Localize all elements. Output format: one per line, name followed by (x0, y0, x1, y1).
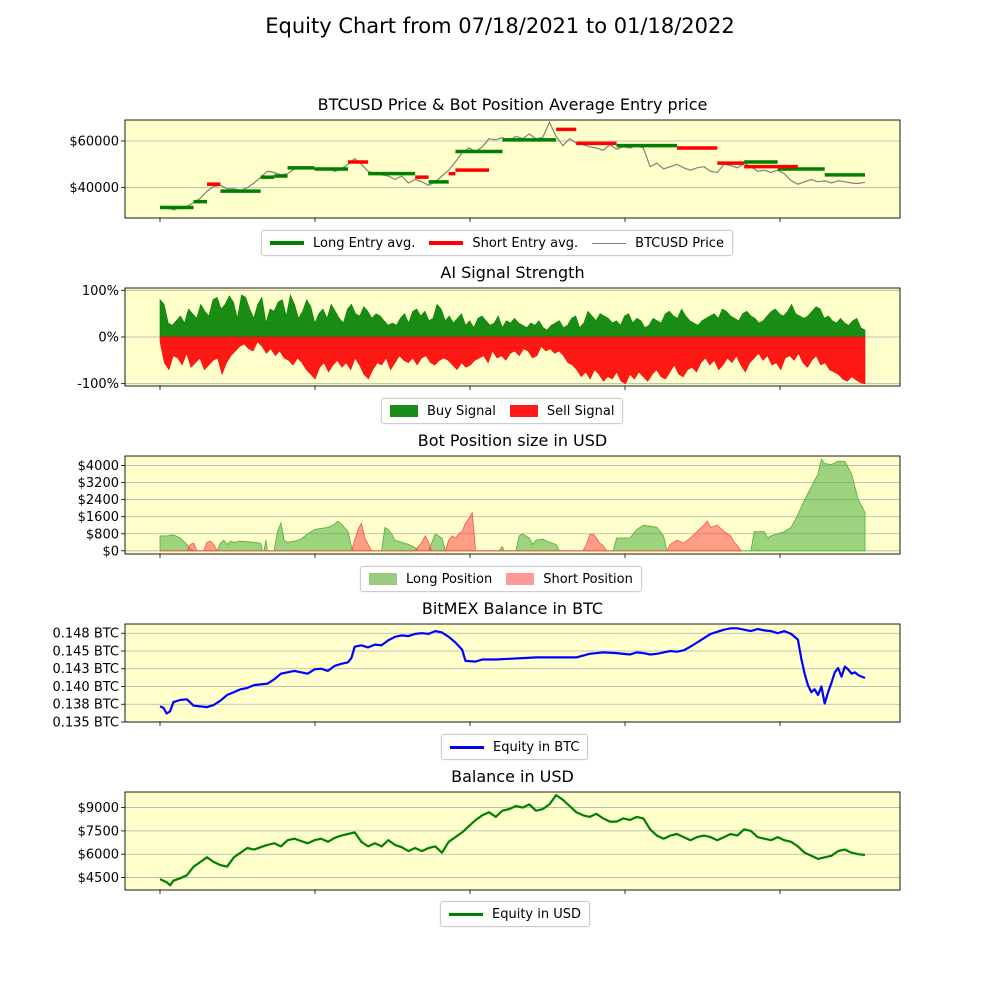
usd-balance-legend: Equity in USD (440, 901, 591, 927)
legend-long-entry-label: Long Entry avg. (313, 235, 416, 251)
equity-btc-line (159, 627, 866, 715)
signal-chart-legend: Buy Signal Sell Signal (381, 398, 624, 424)
y-tick-label: $6000 (78, 848, 119, 863)
legend-equity-usd: Equity in USD (449, 907, 581, 922)
y-tick-label: 0.140 BTC (52, 680, 119, 695)
position-chart-title: Bot Position size in USD (417, 431, 608, 450)
legend-equity-btc-label: Equity in BTC (493, 739, 580, 755)
y-tick-label: 0.135 BTC (52, 716, 119, 731)
long-position-swatch (369, 573, 397, 585)
signal-chart: 100% 0% -100% (77, 284, 901, 392)
equity-usd-swatch (449, 912, 483, 916)
y-tick-label: 100% (82, 284, 119, 299)
signal-chart-title: AI Signal Strength (440, 263, 585, 282)
price-chart-title: BTCUSD Price & Bot Position Average Entr… (317, 95, 708, 114)
usd-balance-chart: $9000 $7500 $6000 $4500 (78, 791, 901, 894)
buy-signal-area (159, 294, 866, 338)
sell-signal-area (159, 336, 866, 385)
position-chart-legend: Long Position Short Position (360, 566, 642, 592)
y-tick-label: 0.138 BTC (52, 698, 119, 713)
legend-sell-label: Sell Signal (546, 403, 615, 419)
equity-usd-line (159, 794, 866, 887)
y-tick-label: 0.148 BTC (52, 627, 119, 642)
plot-frame (124, 623, 901, 723)
y-tick-label: $9000 (78, 801, 119, 816)
price-swatch (592, 242, 627, 244)
y-tick-label: 0.145 BTC (52, 644, 119, 659)
position-chart: $4000 $3200 $2400 $1600 $800 $0 (78, 455, 901, 559)
btc-balance-legend: Equity in BTC (441, 734, 589, 760)
figure-title: Equity Chart from 07/18/2021 to 01/18/20… (265, 14, 735, 38)
legend-short-position-label: Short Position (543, 571, 633, 587)
y-tick-label: $40000 (69, 181, 119, 196)
legend-equity-btc: Equity in BTC (450, 740, 579, 755)
y-tick-label: $800 (86, 527, 119, 542)
price-chart: $40000 $60000 (69, 119, 901, 222)
plot-frame (124, 287, 901, 387)
legend-equity-usd-label: Equity in USD (492, 906, 582, 922)
legend-buy-signal: Buy Signal (390, 404, 496, 419)
y-tick-label: $60000 (69, 135, 119, 150)
y-tick-label: $4000 (78, 459, 119, 474)
y-tick-label: -100% (77, 377, 119, 392)
plot-frame (124, 119, 901, 219)
plot-background (125, 624, 900, 722)
y-tick-label: $0 (102, 544, 119, 559)
legend-long-entry: Long Entry avg. (270, 236, 415, 251)
legend-short-entry-label: Short Entry avg. (472, 235, 579, 251)
sell-swatch (509, 405, 538, 417)
y-tick-label: $3200 (78, 476, 119, 491)
legend-price-label: BTCUSD Price (635, 235, 724, 251)
buy-swatch (390, 405, 418, 417)
legend-long-position-label: Long Position (406, 571, 493, 587)
short-position-area (160, 511, 742, 552)
legend-short-entry: Short Entry avg. (429, 236, 578, 251)
plot-frame (124, 455, 901, 555)
y-tick-label: $4500 (78, 871, 119, 886)
y-tick-label: $1600 (78, 510, 119, 525)
legend-long-position: Long Position (369, 572, 492, 587)
legend-sell-signal: Sell Signal (509, 403, 615, 419)
btc-balance-title: BitMEX Balance in BTC (421, 599, 604, 618)
plot-frame (124, 791, 901, 891)
short-entry-swatch (429, 241, 464, 245)
plot-background (125, 120, 900, 218)
equity-btc-swatch (450, 745, 484, 749)
legend-buy-label: Buy Signal (427, 403, 496, 419)
price-chart-legend: Long Entry avg. Short Entry avg. BTCUSD … (261, 230, 733, 256)
btc-balance-chart: 0.148 BTC 0.145 BTC 0.143 BTC 0.140 BTC 0.13… (52, 623, 901, 731)
y-tick-label: 0.143 BTC (52, 662, 119, 677)
usd-balance-title: Balance in USD (451, 767, 574, 786)
long-entry-swatch (270, 241, 304, 245)
y-tick-label: $2400 (78, 493, 119, 508)
y-tick-label: 0% (98, 331, 119, 346)
legend-short-position: Short Position (506, 572, 633, 587)
short-position-swatch (506, 573, 535, 585)
legend-btcusd-price: BTCUSD Price (592, 236, 724, 251)
y-tick-label: $7500 (78, 824, 119, 839)
